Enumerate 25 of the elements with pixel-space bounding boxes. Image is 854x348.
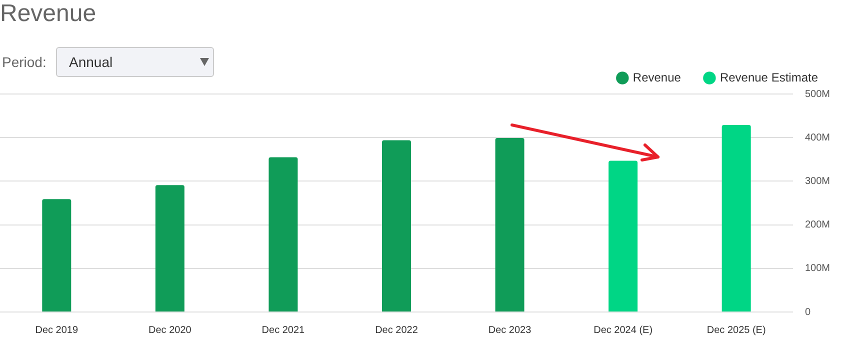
bar (42, 199, 72, 312)
y-tick-label: 100M (804, 263, 830, 274)
x-tick-label: Dec 2019 (35, 324, 78, 336)
legend-label: Revenue (632, 70, 682, 84)
bar (155, 185, 184, 312)
text: Period: (2, 54, 46, 70)
x-tick-label: Dec 2023 (488, 324, 532, 336)
y-tick-label: 0 (804, 306, 811, 318)
bar (608, 160, 638, 312)
chart-title: Revenue (0, 0, 96, 28)
y-tick-label: 300M (804, 176, 830, 187)
x-tick-label: Dec 2021 (262, 324, 306, 336)
x-tick-label: Dec 2022 (375, 324, 418, 336)
dropdown: Annual (56, 47, 214, 77)
y-tick-label: 500M (804, 88, 830, 100)
bar (722, 124, 751, 312)
x-tick-label: Dec 2025 (E) (706, 324, 766, 336)
bar (495, 138, 524, 312)
y-tick-label: 200M (804, 220, 830, 231)
x-tick-label: Dec 2020 (148, 324, 192, 336)
y-tick-label: 400M (804, 132, 830, 144)
x-tick-label: Dec 2024 (E) (594, 324, 653, 336)
legend-label: Revenue Estimate (720, 70, 818, 84)
bar (382, 140, 411, 312)
bar (268, 157, 298, 312)
